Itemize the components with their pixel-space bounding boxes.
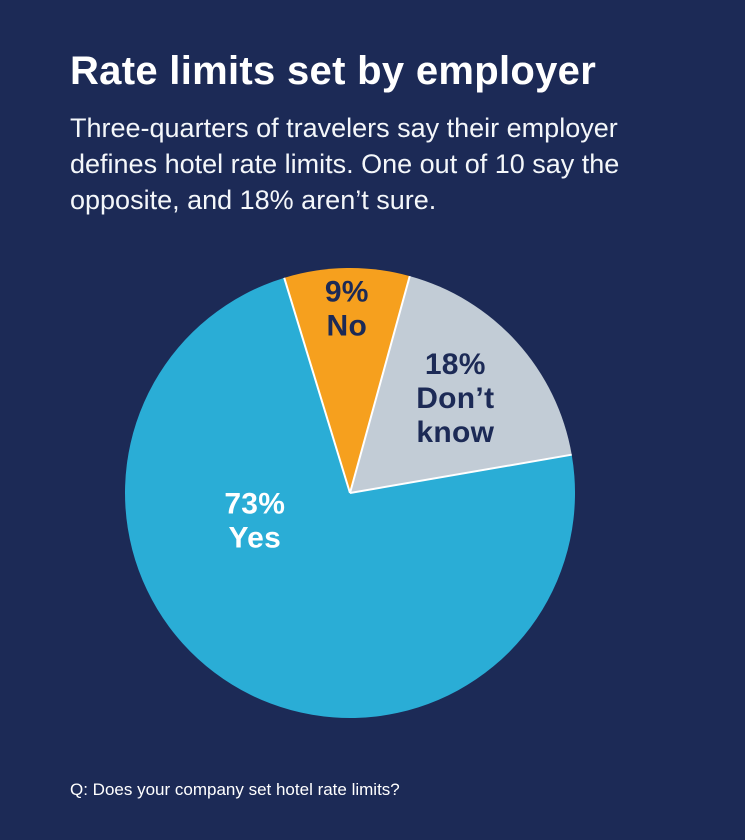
slice-separator xyxy=(349,453,572,494)
chart-subtitle: Three-quarters of travelers say their em… xyxy=(70,113,620,215)
pie-slice-yes xyxy=(125,277,576,718)
pie-slice-label-no: 9% No xyxy=(325,276,369,343)
slice-separator xyxy=(349,275,411,494)
survey-question: Q: Does your company set hotel rate limi… xyxy=(70,780,400,799)
pie-slice-label-don-t-know: 18% Don’t know xyxy=(416,348,494,449)
pie-slice-label-yes: 73% Yes xyxy=(224,487,285,554)
page-title: Rate limits set by employer xyxy=(70,49,597,93)
pie-chart: 9% No 18% Don’t know 73% Yes xyxy=(125,268,576,718)
pie-chart-svg: 9% No 18% Don’t know 73% Yes xyxy=(125,268,576,718)
slice-separator xyxy=(283,277,351,494)
pie-slice-no xyxy=(284,268,410,493)
pie-slice-don-t-know xyxy=(350,276,572,493)
